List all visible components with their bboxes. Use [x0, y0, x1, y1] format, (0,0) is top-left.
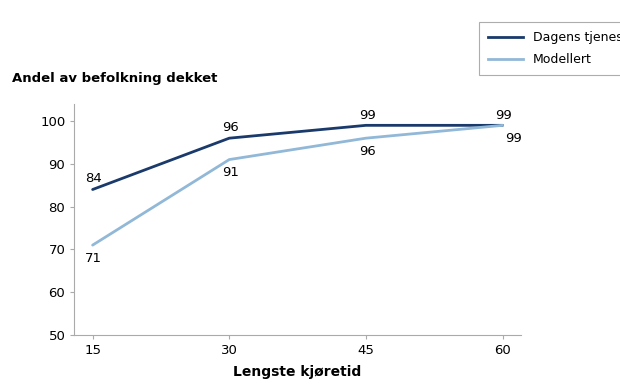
Text: 91: 91: [222, 166, 239, 179]
Legend: Dagens tjenestesteder, Modellert: Dagens tjenestesteder, Modellert: [479, 22, 620, 75]
Text: 96: 96: [222, 121, 239, 134]
Text: 99: 99: [358, 109, 375, 122]
Text: 71: 71: [86, 251, 102, 264]
Text: 96: 96: [358, 145, 375, 157]
Text: 99: 99: [495, 109, 512, 122]
Text: 99: 99: [505, 132, 522, 145]
Text: 84: 84: [86, 172, 102, 185]
X-axis label: Lengste kjøretid: Lengste kjøretid: [234, 365, 361, 379]
Text: Andel av befolkning dekket: Andel av befolkning dekket: [12, 72, 218, 85]
